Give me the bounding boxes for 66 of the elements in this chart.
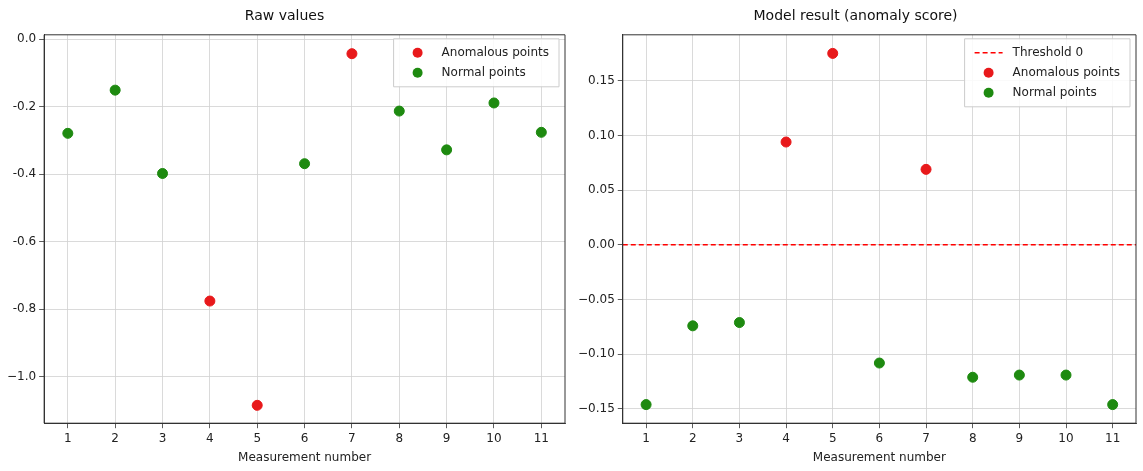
x-tick-label: 1 — [642, 430, 650, 445]
point — [640, 399, 652, 411]
x-tick-label: 3 — [735, 430, 744, 445]
point — [873, 357, 885, 369]
x-tick-label: 3 — [158, 430, 167, 445]
y-tick-label: -0.2 — [12, 98, 37, 113]
chart-title: Model result (anomaly score) — [753, 7, 958, 24]
x-tick-label: 9 — [442, 430, 451, 445]
x-tick-label: 4 — [206, 430, 214, 445]
point — [109, 84, 121, 96]
y-tick-label: 0.0 — [17, 31, 37, 46]
x-axis-title: Measurement number — [812, 449, 946, 464]
x-tick-label: 2 — [688, 430, 697, 445]
point — [687, 320, 699, 332]
x-tick-label: 7 — [922, 430, 930, 445]
y-tick-label: -0.4 — [12, 166, 37, 181]
point — [1107, 399, 1119, 411]
x-tick-label: 7 — [348, 430, 356, 445]
point — [441, 144, 453, 156]
point — [967, 371, 979, 383]
x-tick-label: 8 — [968, 430, 977, 445]
x-tick-label: 2 — [111, 430, 119, 445]
y-tick-label: -0.8 — [12, 301, 37, 316]
point — [827, 47, 839, 59]
y-tick-label: 0.15 — [588, 72, 615, 87]
x-tick-label: 11 — [1105, 430, 1121, 445]
chart-title: Raw values — [244, 7, 325, 24]
legend-label: Anomalous points — [1012, 64, 1120, 79]
y-tick-label: -0.6 — [12, 233, 37, 248]
y-tick-label: −0.10 — [577, 346, 615, 361]
x-tick-label: 6 — [875, 430, 884, 445]
x-axis-title: Measurement number — [238, 449, 372, 464]
x-tick-label: 5 — [253, 430, 262, 445]
point — [157, 167, 169, 179]
point — [393, 105, 405, 117]
point — [62, 127, 74, 139]
point — [251, 399, 263, 411]
point — [920, 163, 932, 175]
legend-label: Anomalous points — [441, 44, 549, 59]
x-tick-label: 10 — [486, 430, 502, 445]
point — [299, 158, 311, 170]
y-tick-label: 0.00 — [588, 236, 615, 251]
x-tick-label: 6 — [300, 430, 309, 445]
x-tick-label: 1 — [63, 430, 72, 445]
y-tick-label: 0.05 — [588, 182, 615, 197]
y-tick-label: −0.15 — [577, 401, 615, 416]
y-tick-label: −0.05 — [577, 291, 615, 306]
point — [488, 97, 500, 109]
x-tick-label: 8 — [395, 430, 404, 445]
x-tick-label: 9 — [1015, 430, 1024, 445]
point — [780, 136, 792, 148]
x-tick-label: 10 — [1058, 430, 1074, 445]
legend-label: Threshold 0 — [1011, 44, 1084, 59]
x-tick-label: 5 — [828, 430, 837, 445]
point — [204, 295, 216, 307]
point — [535, 126, 547, 138]
point — [346, 48, 358, 60]
x-tick-label: 4 — [782, 430, 790, 445]
point — [1060, 369, 1072, 381]
legend-label: Normal points — [441, 64, 526, 79]
point — [1013, 369, 1025, 381]
x-tick-label: 11 — [533, 430, 549, 445]
y-tick-label: 0.10 — [588, 127, 615, 142]
point — [733, 317, 745, 329]
y-tick-label: −1.0 — [7, 368, 37, 383]
legend-label: Normal points — [1012, 84, 1097, 99]
